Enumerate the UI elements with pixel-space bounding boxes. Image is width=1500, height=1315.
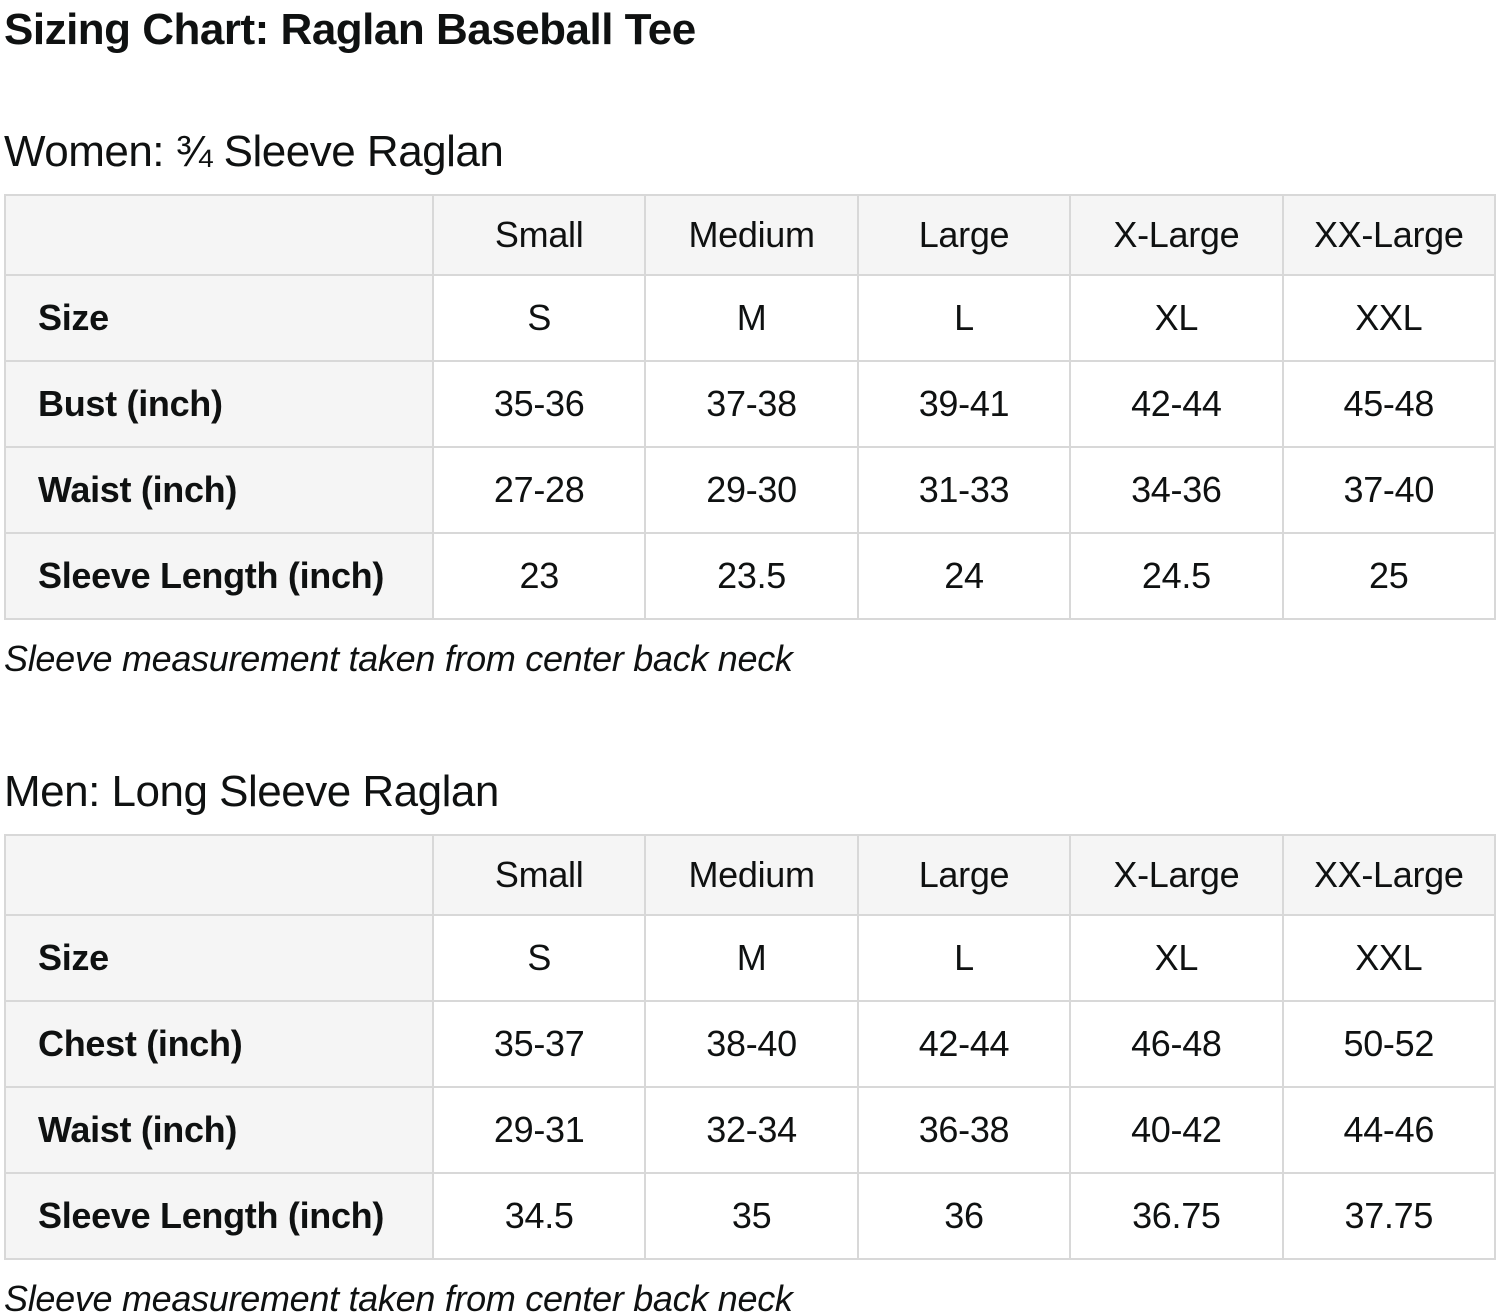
measurement-cell: 40-42 [1069,1086,1284,1174]
measurement-cell: 31-33 [856,446,1072,534]
table-row-sleeve-length: Sleeve Length (inch) 34.5 35 36 36.75 37… [4,1172,1497,1260]
column-header-xlarge: X-Large [1069,834,1284,916]
column-header-small: Small [431,194,647,276]
measurement-cell: 37-40 [1281,446,1497,534]
measurement-cell: 25 [1281,532,1497,620]
table-row-size: Size S M L XL XXL [4,274,1497,362]
measurement-cell: 37-38 [644,360,859,448]
section-heading-men: Men: Long Sleeve Raglan [4,767,499,816]
measurement-cell: 39-41 [856,360,1072,448]
table-row-size: Size S M L XL XXL [4,914,1497,1002]
women-size-table: Small Medium Large X-Large XX-Large Size… [4,194,1497,620]
measurement-cell: 24.5 [1069,532,1284,620]
size-cell: L [856,274,1072,362]
row-label-size: Size [4,914,434,1002]
measurement-cell: 37.75 [1281,1172,1497,1260]
measurement-cell: 34-36 [1069,446,1284,534]
measurement-cell: 24 [856,532,1072,620]
column-header-xxlarge: XX-Large [1281,194,1497,276]
row-label-size: Size [4,274,434,362]
measurement-cell: 36.75 [1069,1172,1284,1260]
measurement-cell: 45-48 [1281,360,1497,448]
measurement-cell: 35-37 [431,1000,647,1088]
size-cell: S [431,274,647,362]
table-row-sleeve-length: Sleeve Length (inch) 23 23.5 24 24.5 25 [4,532,1497,620]
table-row-bust: Bust (inch) 35-36 37-38 39-41 42-44 45-4… [4,360,1497,448]
section-heading-women: Women: ¾ Sleeve Raglan [4,127,504,176]
measurement-cell: 46-48 [1069,1000,1284,1088]
size-cell: XXL [1281,274,1497,362]
measurement-cell: 36-38 [856,1086,1072,1174]
row-label-sleeve-length: Sleeve Length (inch) [4,532,434,620]
row-label-waist: Waist (inch) [4,446,434,534]
size-cell: M [644,914,859,1002]
column-header-large: Large [856,834,1072,916]
table-row-chest: Chest (inch) 35-37 38-40 42-44 46-48 50-… [4,1000,1497,1088]
measurement-cell: 44-46 [1281,1086,1497,1174]
row-label-bust: Bust (inch) [4,360,434,448]
column-header-small: Small [431,834,647,916]
measurement-cell: 29-30 [644,446,859,534]
corner-cell [4,834,434,916]
measurement-cell: 29-31 [431,1086,647,1174]
column-header-medium: Medium [644,194,859,276]
measurement-cell: 42-44 [856,1000,1072,1088]
column-header-xlarge: X-Large [1069,194,1284,276]
men-table-header-row: Small Medium Large X-Large XX-Large [4,834,1497,916]
measurement-cell: 23 [431,532,647,620]
size-cell: L [856,914,1072,1002]
row-label-chest: Chest (inch) [4,1000,434,1088]
men-size-table: Small Medium Large X-Large XX-Large Size… [4,834,1497,1260]
women-table-header-row: Small Medium Large X-Large XX-Large [4,194,1497,276]
sizing-note-women: Sleeve measurement taken from center bac… [4,638,793,679]
size-cell: XL [1069,274,1284,362]
sizing-note-men: Sleeve measurement taken from center bac… [4,1278,793,1315]
page-title: Sizing Chart: Raglan Baseball Tee [4,5,696,54]
corner-cell [4,194,434,276]
measurement-cell: 35-36 [431,360,647,448]
measurement-cell: 36 [856,1172,1072,1260]
table-row-waist: Waist (inch) 29-31 32-34 36-38 40-42 44-… [4,1086,1497,1174]
measurement-cell: 23.5 [644,532,859,620]
table-row-waist: Waist (inch) 27-28 29-30 31-33 34-36 37-… [4,446,1497,534]
column-header-medium: Medium [644,834,859,916]
size-cell: M [644,274,859,362]
measurement-cell: 32-34 [644,1086,859,1174]
column-header-xxlarge: XX-Large [1281,834,1497,916]
column-header-large: Large [856,194,1072,276]
size-cell: XXL [1281,914,1497,1002]
size-cell: S [431,914,647,1002]
measurement-cell: 34.5 [431,1172,647,1260]
measurement-cell: 35 [644,1172,859,1260]
size-cell: XL [1069,914,1284,1002]
row-label-sleeve-length: Sleeve Length (inch) [4,1172,434,1260]
measurement-cell: 42-44 [1069,360,1284,448]
measurement-cell: 27-28 [431,446,647,534]
row-label-waist: Waist (inch) [4,1086,434,1174]
measurement-cell: 38-40 [644,1000,859,1088]
measurement-cell: 50-52 [1281,1000,1497,1088]
